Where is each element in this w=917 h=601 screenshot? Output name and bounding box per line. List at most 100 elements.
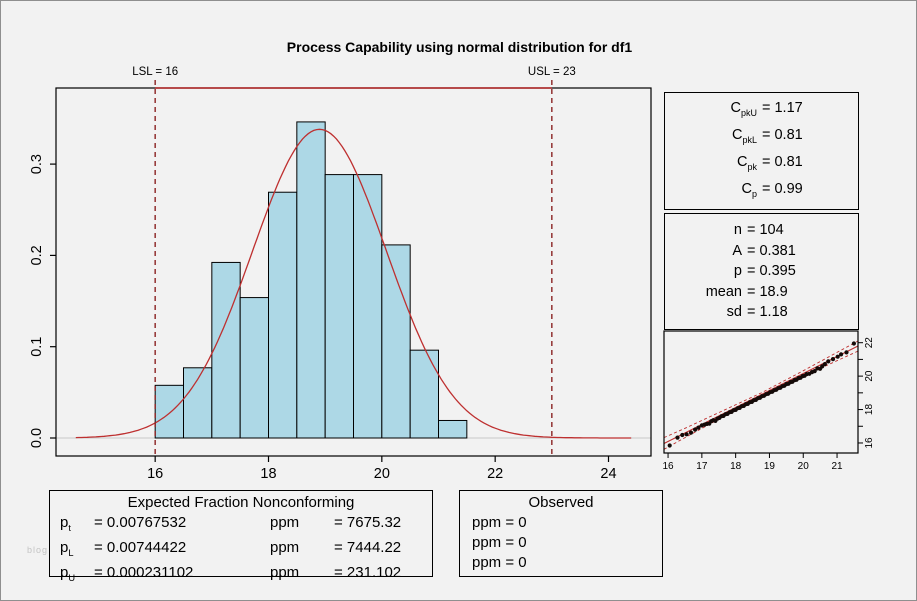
ppm-label: ppm bbox=[270, 514, 300, 531]
qq-band-upper bbox=[663, 340, 859, 439]
qq-point bbox=[822, 362, 828, 367]
stat-value: = 0.381 bbox=[747, 242, 796, 259]
lsl-label: LSL = 16 bbox=[132, 66, 179, 78]
expected-fraction-panel: Expected Fraction Nonconforming pt = 0.0… bbox=[49, 490, 433, 583]
normal-curve bbox=[75, 128, 632, 439]
histogram-bar bbox=[239, 297, 270, 439]
histogram-bar bbox=[438, 419, 468, 439]
capability-value: = 0.99 bbox=[762, 180, 803, 197]
histogram-bar bbox=[154, 384, 185, 439]
x-tick-label: 24 bbox=[600, 466, 616, 482]
qq-x-tick-label: 19 bbox=[764, 461, 776, 472]
histogram-bar bbox=[381, 244, 411, 439]
qq-point bbox=[667, 443, 672, 448]
qq-point bbox=[693, 427, 698, 432]
stat-value: = 0.395 bbox=[747, 263, 796, 280]
summary-stats-panel: n = 104 A = 0.381 p = 0.395 mean = 18.9 … bbox=[664, 213, 859, 330]
qq-point bbox=[675, 435, 680, 440]
observed-row: ppm = 0 bbox=[472, 554, 527, 571]
expected-panel-title: Expected Fraction Nonconforming bbox=[127, 494, 355, 511]
observed-panel-title: Observed bbox=[528, 494, 594, 511]
qq-point bbox=[680, 432, 685, 438]
histogram-bar bbox=[296, 121, 326, 439]
stat-value: = 18.9 bbox=[747, 283, 788, 300]
qq-point bbox=[696, 425, 701, 430]
stat-label: n bbox=[733, 222, 742, 239]
qq-point bbox=[830, 357, 836, 362]
qq-y-tick-label: 22 bbox=[864, 337, 875, 349]
x-tick-label: 18 bbox=[260, 466, 276, 482]
ppm-value: = 7444.22 bbox=[334, 539, 402, 556]
capability-indices-panel: CpkU = 1.17 CpkL = 0.81 Cpk = 0.81 Cp = … bbox=[664, 92, 859, 210]
histogram-bar bbox=[268, 191, 298, 439]
usl-label: USL = 23 bbox=[527, 66, 576, 78]
p-label: pt bbox=[60, 514, 71, 533]
qq-x-tick-label: 20 bbox=[798, 461, 810, 472]
qq-y-tick-label: 20 bbox=[864, 370, 875, 382]
histogram-bar bbox=[324, 174, 354, 439]
stat-row: n = 104 bbox=[665, 220, 858, 241]
qq-point bbox=[835, 354, 840, 359]
p-value: = 0.00744422 bbox=[94, 539, 187, 556]
stat-row: p = 0.395 bbox=[665, 261, 858, 282]
histogram-bar bbox=[211, 261, 241, 439]
capability-row: Cpk = 0.81 bbox=[665, 151, 858, 178]
y-tick-label: 0.0 bbox=[29, 428, 45, 448]
y-tick-label: 0.3 bbox=[29, 154, 45, 174]
stat-row: A = 0.381 bbox=[665, 241, 858, 262]
capability-row: CpkU = 1.17 bbox=[665, 97, 858, 124]
stat-label: A bbox=[732, 242, 742, 259]
qq-band-lower bbox=[663, 350, 859, 450]
qq-y-tick-label: 18 bbox=[864, 404, 875, 416]
ppm-value: = 231.102 bbox=[334, 564, 402, 581]
qq-point bbox=[839, 352, 844, 357]
capability-label: CpkL bbox=[732, 127, 757, 145]
watermark-text: blog bbox=[27, 545, 49, 555]
y-tick-label: 0.2 bbox=[29, 245, 45, 265]
stat-label: mean bbox=[705, 283, 742, 300]
expected-row: pt = 0.00767532 ppm = 7675.32 bbox=[50, 513, 432, 538]
capability-label: Cp bbox=[741, 180, 757, 199]
page-title: Process Capability using normal distribu… bbox=[286, 39, 633, 55]
p-value: = 0.000231102 bbox=[94, 564, 194, 581]
capability-row: CpkL = 0.81 bbox=[665, 124, 858, 151]
y-tick-label: 0.1 bbox=[29, 337, 45, 357]
qq-point bbox=[688, 430, 694, 435]
stat-label: sd bbox=[726, 304, 742, 321]
qq-y-tick-label: 16 bbox=[864, 437, 875, 449]
expected-row: pU = 0.000231102 ppm = 231.102 bbox=[50, 563, 432, 588]
capability-label: CpkU bbox=[730, 100, 757, 119]
x-tick-label: 20 bbox=[374, 466, 390, 482]
qq-x-tick-label: 18 bbox=[730, 461, 742, 472]
stat-row: sd = 1.18 bbox=[665, 302, 858, 323]
x-tick-label: 22 bbox=[487, 466, 503, 482]
stat-row: mean = 18.9 bbox=[665, 282, 858, 303]
qq-point bbox=[851, 341, 857, 346]
histogram-bar bbox=[353, 174, 383, 439]
qq-point bbox=[826, 359, 831, 364]
histogram-chart: 16 18 20 22 24 0.0 0.1 0.2 0.3 bbox=[29, 80, 652, 482]
qq-plot: 16 17 18 19 20 21 16 18 20 22 bbox=[662, 330, 875, 472]
observed-panel: Observed ppm = 0 ppm = 0 ppm = 0 bbox=[459, 490, 663, 577]
expected-row: pL = 0.00744422 ppm = 7444.22 bbox=[50, 538, 432, 563]
p-label: pL bbox=[60, 539, 74, 558]
ppm-label: ppm bbox=[270, 564, 300, 581]
qq-point bbox=[812, 369, 817, 374]
capability-value: = 1.17 bbox=[762, 100, 803, 117]
qq-plot-box bbox=[663, 330, 859, 454]
histogram-bar bbox=[409, 349, 439, 439]
observed-row: ppm = 0 bbox=[472, 534, 527, 551]
observed-row: ppm = 0 bbox=[472, 514, 527, 531]
x-tick-label: 16 bbox=[147, 466, 163, 482]
capability-row: Cp = 0.99 bbox=[665, 178, 858, 205]
capability-label: Cpk bbox=[737, 154, 757, 172]
qq-x-tick-label: 16 bbox=[662, 461, 674, 472]
ppm-label: ppm bbox=[270, 539, 300, 556]
ppm-value: = 7675.32 bbox=[334, 514, 402, 531]
qq-x-tick-label: 21 bbox=[831, 461, 843, 472]
capability-value: = 0.81 bbox=[762, 154, 803, 170]
stat-label: p bbox=[733, 263, 742, 280]
stat-value: = 1.18 bbox=[747, 304, 788, 321]
qq-x-tick-label: 17 bbox=[696, 461, 708, 472]
